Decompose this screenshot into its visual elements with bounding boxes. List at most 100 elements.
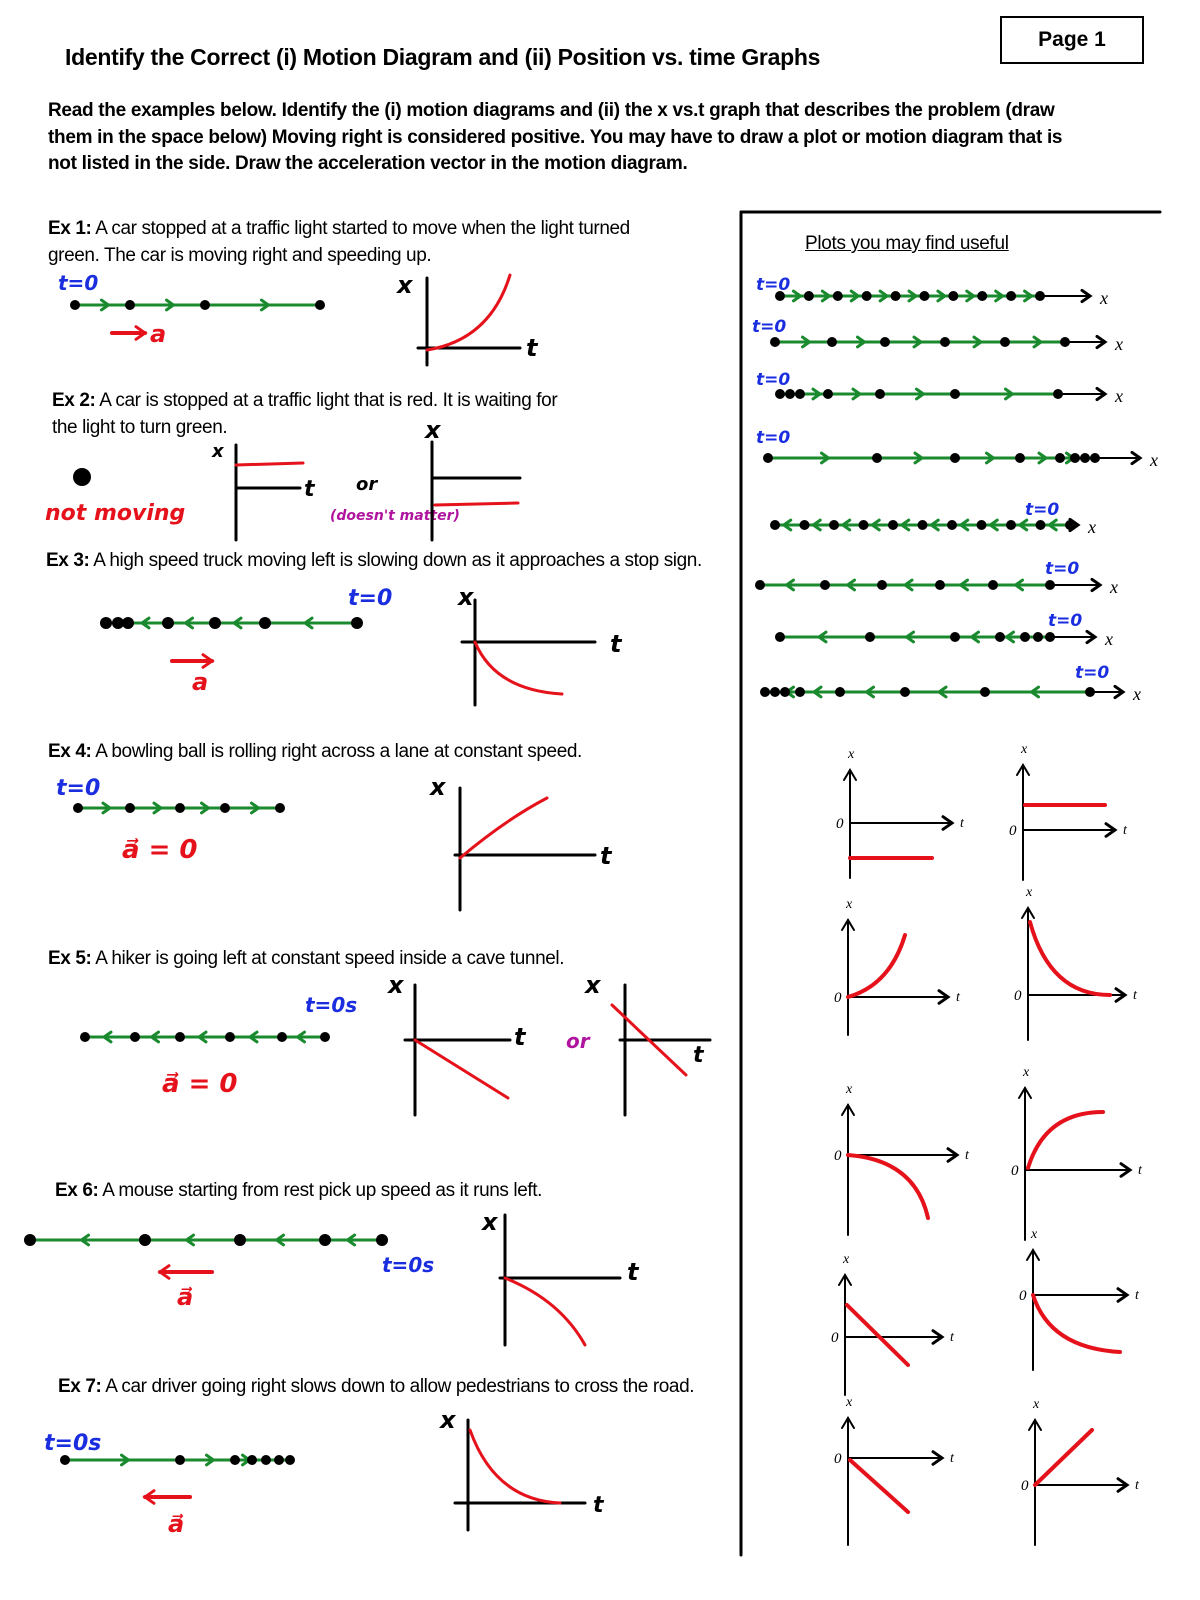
position-dot [950,389,960,399]
arrowhead-icon [1028,685,1040,699]
axis-label-x: x [1087,517,1096,537]
position-dot [1015,453,1025,463]
position-dot [139,1234,151,1246]
position-dot [112,617,124,629]
position-dot [70,300,80,310]
time-zero-label: t=0s [305,993,357,1017]
axis-label-x: x [1132,684,1141,704]
position-dot [234,1234,246,1246]
arrowhead-icon [856,335,868,349]
axis-label-t: t [956,990,961,1005]
position-dot [780,687,790,697]
position-dot [1060,337,1070,347]
arrowhead-icon [1016,763,1030,776]
position-dot [770,337,780,347]
arrowhead-icon [1130,450,1143,466]
axis-label-t: t [965,1148,970,1163]
example-label: Ex 1: [48,218,92,239]
arrowhead-icon [810,518,822,532]
position-dot [351,617,363,629]
position-dot [73,468,91,486]
position-dot [1065,520,1075,530]
time-zero-label: t=0 [1075,663,1109,683]
position-dot [755,580,765,590]
arrowhead-icon [946,1147,960,1163]
position-dot [935,580,945,590]
axis-label-x: x [842,1252,850,1267]
arrowhead-icon [101,801,113,815]
position-dot [940,337,950,347]
arrowhead-icon [965,289,977,303]
position-dot [890,291,901,301]
arrowhead-icon [1113,684,1126,700]
instructions: Read the examples below. Identify the (i… [48,100,1063,174]
position-dot [976,520,987,530]
arrowhead-icon [196,1030,208,1044]
arrowhead-icon [1114,987,1128,1003]
example-label: Ex 3: [46,550,90,571]
arrowhead-icon [928,518,940,532]
axis-label-x: x [1030,1227,1038,1242]
position-dot [820,580,830,590]
arrowhead-icon [1095,386,1108,402]
position-curve [846,1153,930,1220]
arrowhead-icon [985,451,997,465]
position-dot [200,300,210,310]
arrowhead-icon [869,518,881,532]
arrowhead-icon [157,1264,171,1280]
origin-label: 0 [1009,823,1017,839]
position-dot [1045,632,1055,642]
position-line [413,1038,510,1100]
position-dot [1090,453,1100,463]
position-dot [376,1234,388,1246]
arrowhead-icon [1090,577,1103,593]
position-dot [175,1032,185,1042]
position-dot [209,617,221,629]
arrowhead-icon [1095,334,1108,350]
origin-label: 0 [836,816,844,832]
position-dot [319,1234,331,1246]
time-zero-label: t=0s [44,1431,101,1456]
acceleration-zero-label: a⃗ = 0 [162,1069,238,1099]
position-curve [1028,920,1112,997]
position-curve [846,933,907,999]
arrowhead-icon [902,578,914,592]
arrowhead-icon [878,289,890,303]
axis-label-t: t [1123,823,1128,838]
axis-label-x: x [1114,334,1123,354]
time-zero-label: t=0s [382,1253,434,1277]
arrowhead-icon [931,1329,945,1345]
arrowhead-icon [1012,578,1024,592]
position-dot [835,687,845,697]
arrowhead-icon [231,616,243,630]
arrowhead-icon [840,518,852,532]
position-dot [795,389,805,399]
arrowhead-icon [78,1233,90,1247]
arrowhead-icon [148,1030,160,1044]
position-dot [259,617,271,629]
arrowhead-icon [915,387,927,401]
example-text: A car driver going right slows down to a… [105,1376,695,1397]
position-dot [995,632,1005,642]
position-dot [861,291,872,301]
position-dot [130,1032,140,1042]
arrowhead-icon [273,1233,285,1247]
or-label: or [356,474,378,495]
arrowhead-icon [1004,387,1016,401]
position-dot [775,291,785,301]
arrowhead-icon [994,289,1006,303]
arrowhead-icon [302,616,314,630]
example-1: Ex 1: A car stopped at a traffic light s… [48,215,648,269]
axis-label-t: t [514,1023,527,1051]
arrowhead-icon [1003,630,1015,644]
origin-label: 0 [1014,988,1022,1004]
arrowhead-icon [912,335,924,349]
or-label: or [566,1029,591,1053]
axis-label-x: x [845,1395,853,1410]
axis-label-x: x [211,441,225,462]
position-dot [1055,453,1065,463]
position-dot [799,520,810,530]
position-dot [122,617,134,629]
position-dot [1006,291,1017,301]
